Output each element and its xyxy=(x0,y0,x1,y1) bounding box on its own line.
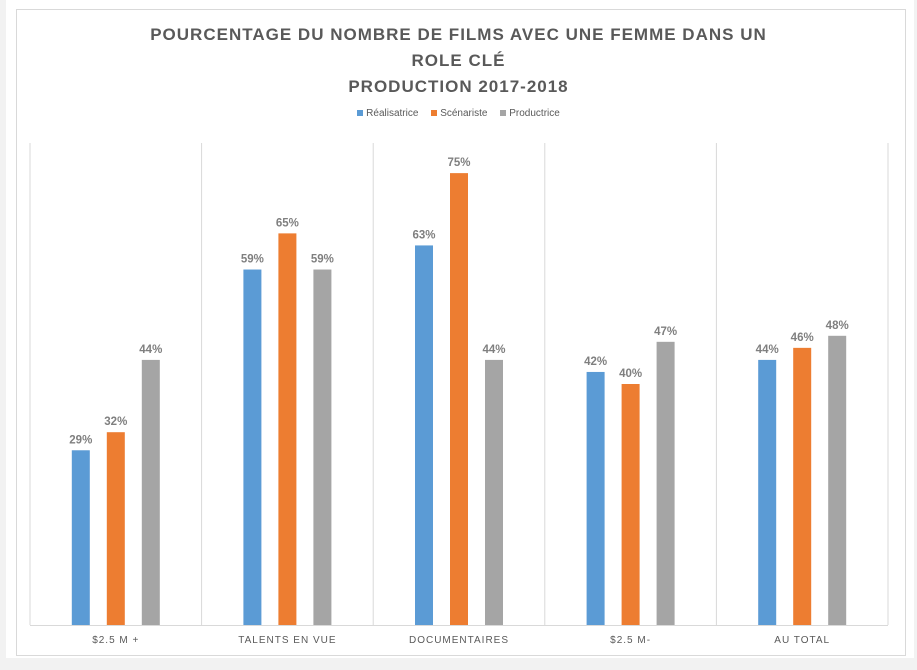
title-line-1: POURCENTAGE DU NOMBRE DE FILMS AVEC UNE … xyxy=(150,25,767,44)
bar-réalisatrice-4 xyxy=(758,359,777,625)
chart-title: POURCENTAGE DU NOMBRE DE FILMS AVEC UNE … xyxy=(0,22,917,100)
data-label: 75% xyxy=(447,157,470,169)
bar-scénariste-4 xyxy=(793,347,812,625)
bar-scénariste-1 xyxy=(278,233,297,625)
data-label: 47% xyxy=(654,326,677,338)
data-label: 59% xyxy=(241,254,264,266)
legend-swatch xyxy=(431,110,438,116)
data-label: 44% xyxy=(139,344,162,356)
data-label: 44% xyxy=(482,344,505,356)
data-label: 59% xyxy=(311,254,334,266)
data-label: 46% xyxy=(791,332,814,344)
bar-productrice-4 xyxy=(828,335,847,625)
bar-réalisatrice-3 xyxy=(586,371,605,625)
legend-label: Scénariste xyxy=(440,108,488,119)
bar-scénariste-2 xyxy=(450,173,468,625)
category-label: DOCUMENTAIRES xyxy=(409,635,509,646)
data-label: 40% xyxy=(619,368,642,380)
category-label: $2.5 M + xyxy=(92,635,139,646)
legend: Réalisatrice Scénariste Productrice xyxy=(0,108,917,119)
bar-productrice-2 xyxy=(485,359,503,625)
bar-productrice-3 xyxy=(656,341,675,625)
legend-label: Réalisatrice xyxy=(366,108,419,119)
legend-item-productrice: Productrice xyxy=(500,108,560,119)
legend-item-scenariste: Scénariste xyxy=(431,108,487,119)
title-line-2: ROLE CLÉ xyxy=(411,51,506,70)
legend-item-realisatrice: Réalisatrice xyxy=(357,108,418,119)
legend-swatch xyxy=(500,110,507,116)
data-label: 63% xyxy=(412,229,435,241)
bar-réalisatrice-1 xyxy=(243,269,262,625)
data-label: 42% xyxy=(584,356,607,368)
category-label: TALENTS EN VUE xyxy=(238,635,336,646)
data-label: 48% xyxy=(826,320,849,332)
data-label: 32% xyxy=(104,416,127,428)
legend-swatch xyxy=(357,110,364,116)
data-label: 44% xyxy=(756,344,779,356)
bar-réalisatrice-2 xyxy=(415,245,433,626)
bar-scénariste-3 xyxy=(621,384,640,625)
data-label: 29% xyxy=(69,434,92,446)
bar-productrice-0 xyxy=(141,359,160,625)
category-label: AU TOTAL xyxy=(774,635,830,646)
data-label: 65% xyxy=(276,217,299,229)
bar-scénariste-0 xyxy=(106,432,125,625)
bar-productrice-1 xyxy=(313,269,332,625)
category-label: $2.5 M- xyxy=(610,635,651,646)
title-line-3: PRODUCTION 2017-2018 xyxy=(348,77,569,96)
bar-réalisatrice-0 xyxy=(71,450,90,625)
legend-label: Productrice xyxy=(509,108,560,119)
